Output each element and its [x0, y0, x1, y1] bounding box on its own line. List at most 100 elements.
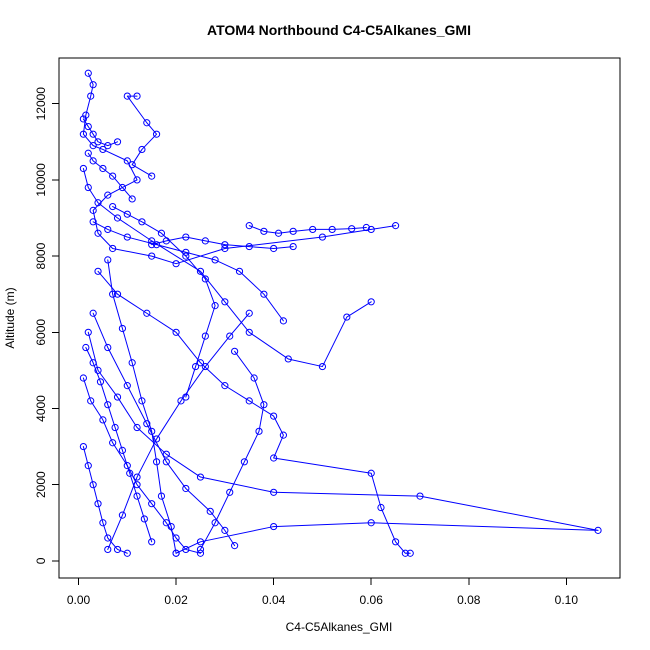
series-line	[87, 152, 133, 200]
data-point	[196, 538, 205, 546]
data-point	[162, 458, 170, 466]
data-point	[118, 324, 127, 333]
data-point	[89, 206, 97, 214]
data-point	[143, 119, 151, 127]
y-axis-tick-label: 6000	[34, 319, 48, 346]
series-line	[82, 446, 128, 554]
series-line	[199, 350, 265, 550]
data-point	[104, 401, 112, 409]
chart-lines	[82, 72, 599, 554]
data-point	[172, 260, 180, 268]
data-point	[196, 267, 205, 275]
data-point	[235, 267, 244, 275]
data-point	[245, 328, 253, 336]
data-point	[79, 164, 87, 173]
data-point	[123, 462, 131, 470]
data-point	[84, 122, 92, 131]
data-point	[245, 397, 253, 405]
x-axis: 0.00 0.02 0.04 0.06 0.08 0.10	[67, 577, 578, 607]
data-point	[221, 298, 229, 306]
series-line	[82, 167, 372, 368]
data-point	[84, 328, 92, 336]
data-point	[133, 423, 141, 432]
data-point	[211, 519, 219, 527]
data-point	[191, 362, 200, 371]
data-point	[99, 164, 107, 173]
data-point	[152, 130, 161, 138]
series-line	[82, 72, 397, 265]
data-point	[162, 519, 170, 527]
data-point	[211, 256, 219, 264]
data-point	[148, 237, 156, 245]
data-point	[138, 218, 146, 226]
y-axis-tick-label: 2000	[34, 471, 48, 498]
data-point	[245, 309, 253, 317]
data-point	[201, 275, 209, 283]
data-point	[123, 210, 131, 218]
plot-frame	[58, 57, 621, 579]
chart-title: ATOM4 Northbound C4-C5Alkanes_GMI	[207, 22, 471, 38]
data-point	[343, 313, 351, 321]
data-point	[231, 347, 239, 355]
data-point	[128, 195, 136, 203]
data-point	[201, 362, 209, 371]
data-point	[123, 233, 131, 241]
series-line	[112, 206, 216, 398]
x-axis-title: C4-C5Alkanes_GMI	[286, 620, 393, 634]
data-point	[84, 183, 92, 192]
data-point	[196, 359, 205, 367]
data-point	[113, 393, 122, 401]
y-axis-tick-label: 4000	[34, 395, 48, 422]
data-point	[87, 397, 95, 405]
data-point	[211, 302, 219, 310]
data-point	[148, 252, 156, 260]
data-point	[148, 538, 156, 546]
data-point	[118, 446, 127, 454]
y-axis-tick-label: 10000	[34, 163, 48, 197]
data-point	[82, 343, 90, 352]
data-point	[260, 401, 268, 409]
series-line	[85, 347, 153, 543]
series-line	[248, 225, 367, 234]
data-point	[377, 503, 385, 512]
data-point	[201, 237, 209, 245]
data-point	[182, 545, 190, 554]
data-point	[279, 431, 287, 439]
data-point	[79, 374, 87, 382]
data-point	[162, 450, 170, 458]
data-point	[89, 481, 97, 489]
data-point	[240, 458, 248, 466]
series-line	[97, 270, 411, 554]
data-point	[94, 138, 102, 146]
data-point	[284, 355, 292, 363]
data-point	[182, 248, 190, 256]
data-point	[140, 515, 148, 523]
data-point	[231, 542, 239, 550]
data-point	[123, 549, 131, 557]
data-point	[79, 442, 87, 451]
data-point	[113, 138, 122, 146]
data-point	[84, 69, 92, 77]
data-point	[94, 366, 102, 374]
x-axis-tick-label: 0.02	[164, 593, 188, 607]
data-point	[104, 534, 112, 542]
series-line	[82, 118, 119, 147]
data-point	[221, 526, 229, 534]
data-point	[196, 549, 205, 557]
y-axis-title: Altitude (m)	[3, 287, 17, 348]
data-point	[89, 142, 97, 150]
data-point	[279, 317, 287, 325]
data-point	[104, 142, 112, 150]
data-point	[392, 538, 400, 546]
data-point	[109, 202, 117, 211]
data-point	[138, 397, 146, 405]
data-point	[226, 488, 234, 496]
data-point	[96, 378, 105, 386]
data-point	[206, 507, 214, 515]
x-axis-tick-label: 0.04	[262, 593, 286, 607]
data-point	[123, 157, 131, 165]
data-point	[143, 420, 151, 428]
series-line	[107, 259, 177, 554]
data-point	[89, 130, 97, 138]
data-point	[270, 412, 278, 420]
